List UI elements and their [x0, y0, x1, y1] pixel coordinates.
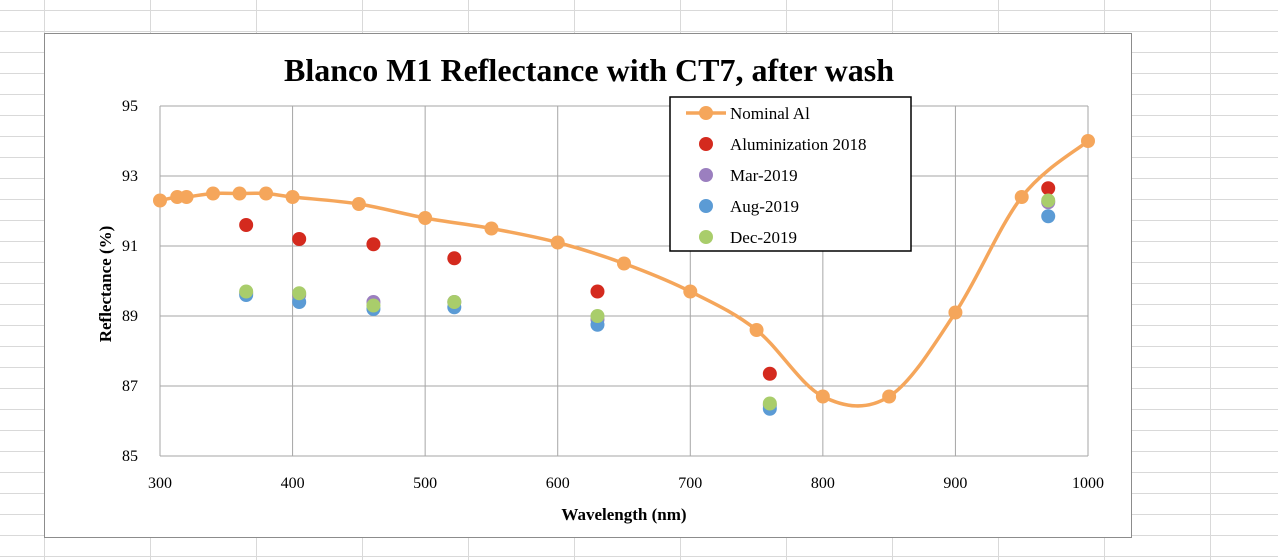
- gridlines: [159, 105, 1089, 457]
- data-point: [206, 186, 221, 201]
- legend-swatch: [699, 168, 713, 182]
- data-point: [153, 193, 167, 208]
- data-point: [1041, 181, 1056, 196]
- y-tick-label: 95: [122, 98, 138, 115]
- legend-label: Aluminization 2018: [730, 135, 866, 154]
- data-point: [762, 396, 777, 411]
- x-tick-label: 500: [413, 475, 437, 492]
- legend-item[interactable]: Aug-2019: [699, 197, 799, 216]
- data-point: [447, 295, 462, 309]
- legend[interactable]: Nominal Al Aluminization 2018 Mar-2019 Aug-…: [669, 96, 912, 252]
- legend-item[interactable]: Mar-2019: [699, 166, 798, 185]
- data-point: [815, 389, 830, 404]
- data-point: [749, 323, 764, 337]
- data-point: [683, 284, 698, 299]
- data-point: [617, 256, 631, 271]
- chart-svg: Blanco M1 Reflectance with CT7, after wa…: [96, 52, 1104, 524]
- data-point: [259, 186, 274, 201]
- data-point: [232, 186, 247, 201]
- y-tick-label: 93: [122, 168, 138, 185]
- legend-swatch: [699, 199, 713, 213]
- x-tick-label: 600: [546, 475, 570, 492]
- legend-item[interactable]: Dec-2019: [699, 228, 797, 247]
- series-aug2019: [239, 209, 1056, 416]
- data-point: [292, 286, 307, 301]
- data-point: [1041, 209, 1056, 224]
- data-point: [484, 221, 499, 236]
- data-point: [550, 235, 565, 250]
- legend-label: Mar-2019: [730, 166, 798, 185]
- y-axis-ticks: 85 87 89 91 93 95: [122, 98, 138, 465]
- data-point: [590, 309, 605, 323]
- x-axis-ticks: 300 400 500 600 700 800 900 1000: [148, 475, 1104, 492]
- data-point: [239, 218, 254, 232]
- data-point: [239, 284, 254, 299]
- legend-label: Aug-2019: [730, 197, 799, 216]
- data-point: [1081, 134, 1095, 148]
- legend-item[interactable]: Nominal Al: [686, 104, 810, 123]
- x-tick-label: 900: [943, 475, 967, 492]
- data-point: [179, 190, 194, 204]
- legend-swatch: [699, 106, 713, 120]
- legend-swatch: [699, 230, 713, 244]
- legend-item[interactable]: Aluminization 2018: [699, 135, 866, 154]
- x-tick-label: 300: [148, 475, 172, 492]
- series-alum2018: [239, 181, 1056, 381]
- legend-swatch: [699, 137, 713, 151]
- x-tick-label: 400: [281, 475, 305, 492]
- legend-label: Nominal Al: [730, 104, 810, 123]
- x-tick-label: 800: [811, 475, 835, 492]
- legend-label: Dec-2019: [730, 228, 797, 247]
- y-tick-label: 85: [122, 448, 138, 465]
- series-mar2019: [239, 195, 1056, 413]
- series-dec2019: [239, 193, 1056, 411]
- plot-series: [153, 134, 1095, 416]
- y-tick-label: 89: [122, 308, 138, 325]
- data-point: [882, 389, 897, 404]
- data-point: [418, 211, 433, 225]
- data-point: [292, 232, 307, 246]
- data-point: [366, 237, 381, 252]
- y-tick-label: 87: [122, 378, 138, 395]
- x-tick-label: 1000: [1072, 475, 1104, 492]
- series-nominal: [153, 134, 1095, 408]
- chart-area[interactable]: Blanco M1 Reflectance with CT7, after wa…: [44, 33, 1132, 538]
- series-line: [159, 139, 1090, 408]
- data-point: [285, 190, 300, 204]
- data-point: [590, 284, 605, 299]
- data-point: [1041, 193, 1056, 208]
- x-axis-label: Wavelength (nm): [561, 505, 686, 524]
- data-point: [762, 366, 777, 381]
- data-point: [366, 298, 381, 313]
- data-point: [447, 251, 462, 266]
- data-point: [948, 305, 963, 320]
- x-tick-label: 700: [678, 475, 702, 492]
- y-axis-label: Reflectance (%): [96, 226, 115, 343]
- data-point: [1014, 190, 1029, 204]
- chart-title: Blanco M1 Reflectance with CT7, after wa…: [284, 52, 894, 88]
- data-point: [351, 197, 366, 211]
- y-tick-label: 91: [122, 238, 138, 255]
